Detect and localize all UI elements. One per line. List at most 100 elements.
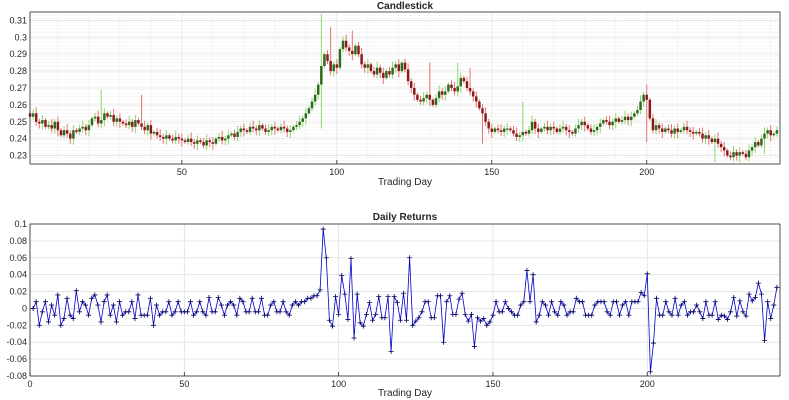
returns-point-marker (749, 298, 755, 304)
returns-point-marker (441, 339, 447, 345)
candle-body (760, 138, 763, 146)
returns-x-tick-label: 50 (179, 379, 189, 389)
returns-point-marker (166, 299, 172, 305)
returns-point-marker (681, 299, 687, 305)
candlestick-x-tick-label: 50 (177, 167, 187, 177)
returns-point-marker (258, 295, 264, 301)
candle-body (549, 126, 552, 131)
candle-body (326, 54, 329, 61)
candle-body (295, 125, 298, 127)
candle-body (750, 147, 754, 151)
candlestick-marks (28, 13, 779, 163)
returns-point-marker (187, 299, 193, 305)
returns-point-marker (721, 313, 727, 319)
returns-point-marker (320, 226, 326, 232)
returns-point-marker (524, 267, 530, 273)
returns-point-marker (49, 302, 55, 308)
candle-body (664, 128, 667, 132)
returns-point-marker (762, 338, 768, 344)
returns-y-tick-label: 0.06 (9, 253, 27, 263)
returns-x-ticks: 0 50 100 150 200 (27, 372, 655, 389)
candle-body (385, 71, 388, 78)
candle-body (90, 118, 94, 126)
returns-y-tick-label: 0 (22, 303, 27, 313)
candlestick-y-ticks: 0.23 0.24 0.25 0.26 0.27 0.28 0.29 0.3 0.31 (9, 15, 27, 160)
candle-body (561, 126, 565, 129)
returns-point-marker (530, 272, 536, 278)
returns-point-marker (194, 309, 200, 315)
returns-y-tick-label: -0.02 (6, 320, 27, 330)
candle-body (137, 120, 140, 124)
returns-point-marker (536, 312, 542, 318)
candle-body (400, 62, 404, 72)
returns-point-marker (734, 313, 740, 319)
candle-body (372, 71, 376, 75)
returns-point-marker (589, 312, 595, 318)
candle-body (375, 67, 379, 75)
returns-point-marker (382, 315, 388, 321)
candle-body (72, 130, 75, 139)
returns-point-marker (83, 302, 89, 308)
candle-body (595, 126, 599, 131)
candle-body (332, 64, 335, 72)
returns-point-marker (539, 299, 545, 305)
returns-point-marker (493, 299, 499, 305)
candlestick-y-tick-label: 0.24 (9, 134, 27, 144)
candle-body (96, 116, 100, 124)
returns-point-marker (663, 299, 669, 305)
returns-point-marker (613, 299, 619, 305)
returns-point-marker (363, 311, 369, 317)
candle-body (199, 140, 202, 143)
candle-body (698, 131, 701, 134)
returns-point-marker (385, 294, 391, 300)
candle-body (171, 138, 174, 141)
returns-x-label: Trading Day (378, 388, 432, 399)
returns-point-marker (52, 312, 58, 318)
returns-y-tick-label: 0.02 (9, 287, 27, 297)
candle-body (512, 130, 515, 134)
candle-body (214, 138, 218, 144)
candle-body (174, 136, 177, 141)
candle-body (422, 98, 425, 102)
returns-point-marker (317, 287, 323, 293)
returns-point-marker (709, 312, 715, 318)
candle-body (301, 118, 304, 122)
candle-body (633, 113, 636, 117)
returns-point-marker (333, 294, 339, 300)
returns-point-marker (58, 322, 64, 328)
returns-point-marker (768, 316, 774, 322)
candle-body (378, 67, 382, 73)
returns-point-marker (725, 316, 731, 322)
candle-body (307, 108, 311, 114)
returns-point-marker (354, 291, 360, 297)
returns-point-marker (157, 312, 163, 318)
returns-point-marker (376, 294, 382, 300)
candle-body (140, 123, 143, 127)
candlestick-y-tick-label: 0.3 (14, 32, 27, 42)
returns-point-marker (697, 309, 703, 315)
returns-point-marker (265, 312, 271, 318)
returns-point-marker (508, 309, 514, 315)
candle-body (224, 138, 227, 141)
returns-point-marker (70, 316, 76, 322)
candle-body (118, 118, 122, 122)
returns-point-marker (499, 309, 505, 315)
returns-point-marker (604, 309, 610, 315)
returns-point-marker (342, 291, 348, 297)
candle-body (481, 108, 484, 114)
returns-point-marker (147, 295, 153, 301)
candle-body (425, 94, 428, 99)
returns-point-marker (416, 315, 422, 321)
candle-body (103, 113, 106, 121)
returns-point-marker (400, 290, 406, 296)
returns-point-marker (558, 299, 564, 305)
candle-body (515, 133, 518, 137)
returns-point-marker (144, 312, 150, 318)
returns-point-marker (33, 299, 39, 305)
candlestick-y-tick-label: 0.31 (9, 15, 27, 25)
candle-body (506, 128, 509, 130)
returns-point-marker (373, 311, 379, 317)
candle-body (162, 136, 165, 139)
candle-body (509, 128, 512, 131)
candle-body (524, 131, 528, 134)
